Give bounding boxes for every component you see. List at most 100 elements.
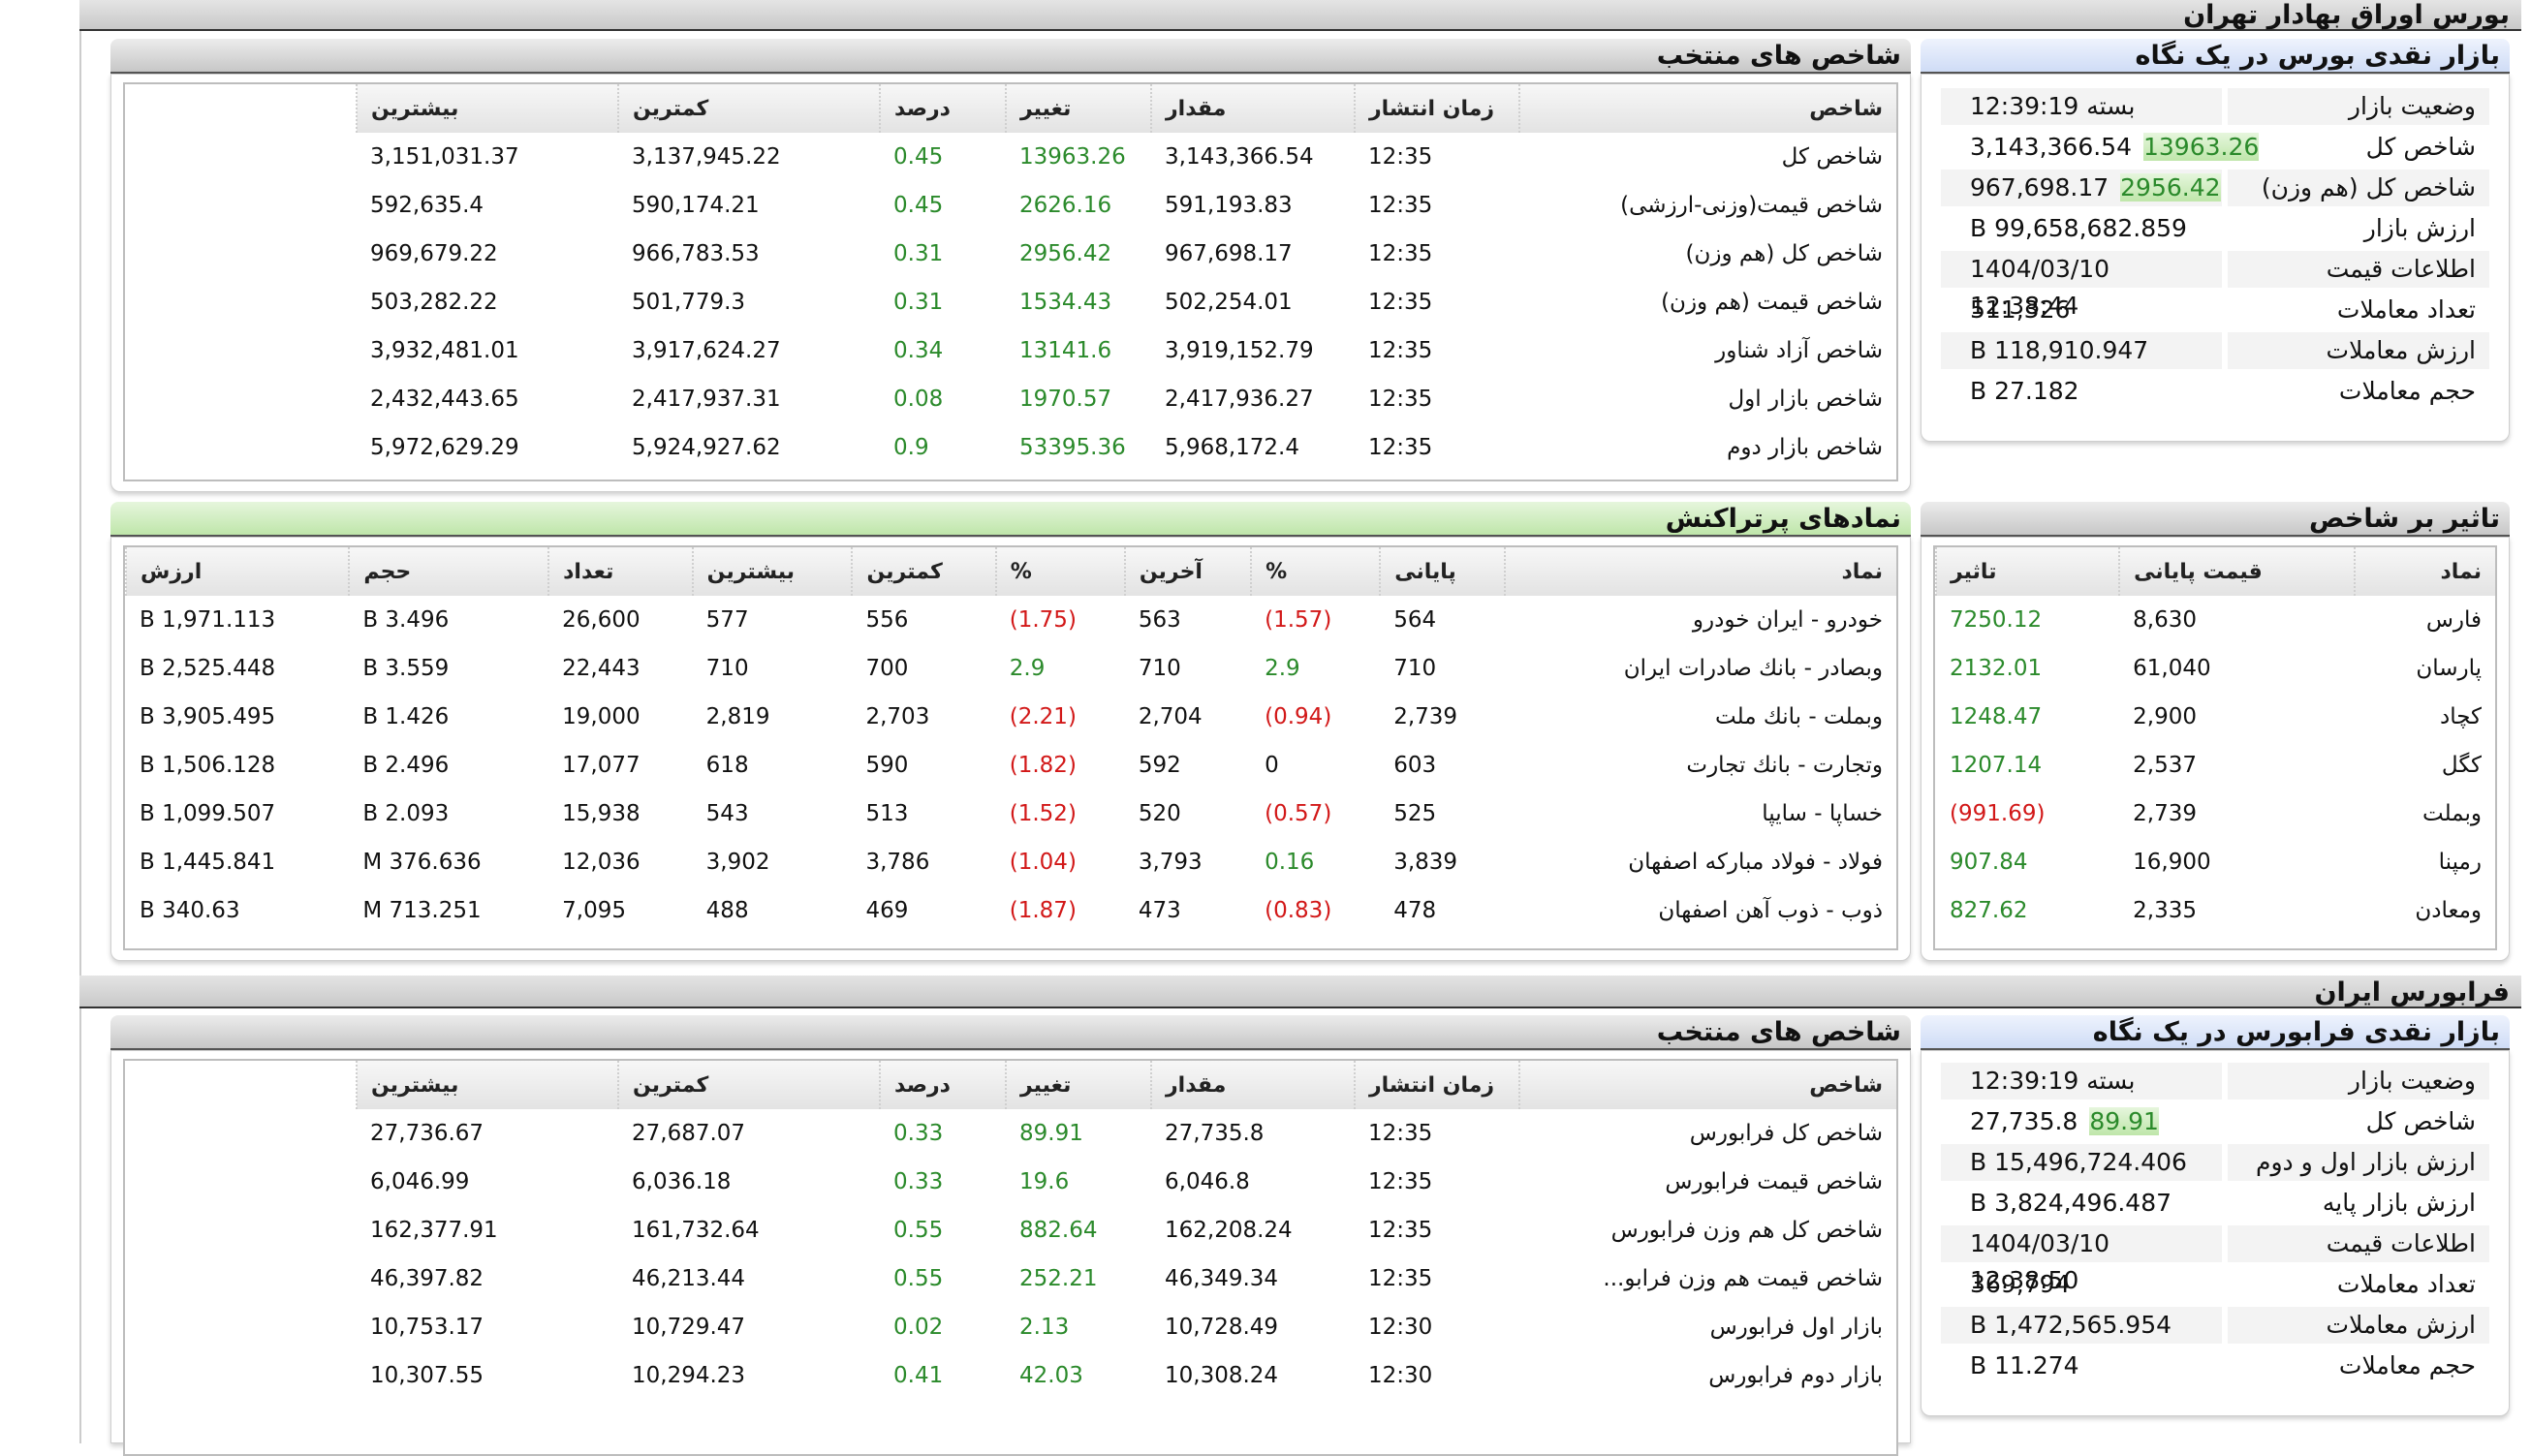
tse-indices-cell: 0.34 <box>893 338 944 363</box>
ifb-indices-header-row: شاخص زمان انتشار مقدار تغییر درصد کمترین بیشتر… <box>125 1061 1896 1109</box>
ifb-indices-col-header[interactable]: درصد <box>879 1061 1006 1109</box>
tse-indices-row[interactable]: شاخص قیمت(وزنی-ارزشی) 12:35 591,193.83 2626… <box>125 181 1896 230</box>
impact-row[interactable]: ومعادن 2,335 827.62 <box>1936 886 2495 935</box>
ifb-indices-row[interactable]: شاخص کل هم وزن فرابورس 12:35 162,208.24 882… <box>125 1206 1896 1255</box>
ifb-indices-cell: شاخص قیمت فرابورس <box>1665 1169 1883 1194</box>
tse-glance-panel: وضعیت بازار بسته 12:39:19 شاخص کل 3,143,366… <box>1921 74 2510 442</box>
ifb-indices-cell: 12:30 <box>1368 1363 1433 1388</box>
impact-row[interactable]: کچاد 2,900 1248.47 <box>1936 693 2495 741</box>
tse-impact-panel: نماد قیمت پایانی تاثیر فارس 8,630 7250.12 پارس… <box>1921 537 2510 961</box>
tse-indices-col-header[interactable]: بیشترین <box>356 84 618 133</box>
tse-glance-label: اطلاعات قیمت <box>2228 251 2489 288</box>
tse-indices-cell: 12:35 <box>1368 435 1433 460</box>
impact-row[interactable]: کگل 2,537 1207.14 <box>1936 741 2495 790</box>
tse-indices-col-header[interactable]: زمان انتشار <box>1354 84 1519 133</box>
tse-active-title: نمادهای پرتراکنش <box>110 502 1911 537</box>
tse-indices-cell: 0.45 <box>893 193 944 218</box>
active-cell: 0.16 <box>1265 850 1315 875</box>
active-cell: 1.426 B <box>362 704 450 729</box>
ifb-indices-cell-spacer <box>125 1303 357 1351</box>
tse-indices-cell-spacer <box>125 423 357 472</box>
active-col-header[interactable]: پایانی <box>1379 547 1505 596</box>
ifb-indices-row[interactable]: بازار اول فرابورس 12:30 10,728.49 2.13 0.02 1… <box>125 1303 1896 1351</box>
tse-indices-cell: 966,783.53 <box>632 241 760 266</box>
ifb-indices-cell: 161,732.64 <box>632 1218 760 1243</box>
active-cell: 469 <box>865 898 909 923</box>
active-col-header[interactable]: حجم <box>348 547 549 596</box>
ifb-indices-table: شاخص زمان انتشار مقدار تغییر درصد کمترین بیشتر… <box>125 1061 1896 1400</box>
ifb-glance-row: اطلاعات قیمت 1404/03/10 12:38:50 <box>1941 1224 2489 1294</box>
active-col-header[interactable]: آخرین <box>1123 547 1252 596</box>
ifb-indices-col-header[interactable]: شاخص <box>1518 1061 1896 1109</box>
tse-indices-col-header[interactable]: مقدار <box>1150 84 1355 133</box>
active-cell: 2,739 <box>1393 704 1458 729</box>
ifb-indices-col-header[interactable]: کمترین <box>617 1061 880 1109</box>
tse-indices-cell: 1534.43 <box>1019 290 1112 315</box>
tse-indices-row[interactable]: شاخص بازار دوم 12:35 5,968,172.4 53395.36 0.… <box>125 423 1896 472</box>
impact-col-header[interactable]: نماد <box>2354 547 2495 596</box>
tse-indices-row[interactable]: شاخص کل (هم وزن) 12:35 967,698.17 2956.42 0.… <box>125 230 1896 278</box>
tse-indices-row[interactable]: شاخص آزاد شناور 12:35 3,919,152.79 13141.6 0… <box>125 326 1896 375</box>
impact-cell: 2,537 <box>2133 753 2198 778</box>
tse-indices-cell-spacer <box>125 326 357 375</box>
impact-row[interactable]: پارسان 61,040 2132.01 <box>1936 644 2495 693</box>
tse-impact-table: نماد قیمت پایانی تاثیر فارس 8,630 7250.12 پارس… <box>1934 547 2495 935</box>
impact-row[interactable]: فارس 8,630 7250.12 <box>1936 596 2495 644</box>
impact-col-header[interactable]: تاثیر <box>1934 547 2120 596</box>
tse-indices-col-header[interactable]: شاخص <box>1518 84 1896 133</box>
tse-indices-cell-spacer <box>125 133 357 181</box>
active-row[interactable]: ذوب - ذوب آهن اصفهان 478 (0.83) 473 (1.87) 46… <box>126 886 1896 935</box>
tse-indices-cell: 2956.42 <box>1019 241 1112 266</box>
ifb-glance-label: شاخص کل <box>2365 1107 2476 1135</box>
ifb-indices-col-header[interactable]: بیشترین <box>356 1061 618 1109</box>
tse-indices-row[interactable]: شاخص بازار اول 12:35 2,417,936.27 1970.57 0.… <box>125 375 1896 423</box>
impact-row[interactable]: رمپنا 16,900 907.84 <box>1936 838 2495 886</box>
tse-glance-row: ارزش بازار 99,658,682.859 B <box>1941 208 2489 249</box>
ifb-indices-col-header[interactable]: زمان انتشار <box>1354 1061 1519 1109</box>
tse-indices-col-header[interactable]: تغییر <box>1005 84 1151 133</box>
ifb-indices-row[interactable]: شاخص قیمت هم وزن فرابو... 12:35 46,349.34 2… <box>125 1255 1896 1303</box>
ifb-glance-value: 1404/03/10 12:38:50 <box>1941 1225 2222 1294</box>
active-row[interactable]: خساپا - سايپا 525 (0.57) 520 (1.52) 513 543 15,… <box>126 790 1896 838</box>
active-cell: 473 <box>1138 898 1181 923</box>
impact-cell: رمپنا <box>2438 850 2482 875</box>
tse-indices-row[interactable]: شاخص قیمت (هم وزن) 12:35 502,254.01 1534.43… <box>125 278 1896 326</box>
active-col-header[interactable]: ارزش <box>124 547 350 596</box>
tse-indices-col-header[interactable]: کمترین <box>617 84 880 133</box>
tse-indices-cell: 3,919,152.79 <box>1165 338 1314 363</box>
ifb-glance-label: ارزش بازار پایه <box>2322 1189 2476 1217</box>
ifb-indices-col-header[interactable]: مقدار <box>1150 1061 1355 1109</box>
ifb-indices-row[interactable]: شاخص کل فرابورس 12:35 27,735.8 89.91 0.33 27,… <box>125 1109 1896 1158</box>
ifb-indices-row[interactable]: شاخص قیمت فرابورس 12:35 6,046.8 19.6 0.33 6,0… <box>125 1158 1896 1206</box>
active-cell: (1.04) <box>1009 850 1077 875</box>
active-cell: فولاد - فولاد مباركه اصفهان <box>1628 850 1883 875</box>
active-col-header[interactable]: تعداد <box>547 547 693 596</box>
tse-indices-cell: 3,932,481.01 <box>370 338 519 363</box>
impact-cell: (991.69) <box>1950 801 2046 826</box>
ifb-indices-row[interactable]: بازار دوم فرابورس 12:30 10,308.24 42.03 0.41… <box>125 1351 1896 1400</box>
active-row[interactable]: وبصادر - بانك صادرات ايران 710 2.9 710 2.9 70… <box>126 644 1896 693</box>
tse-indices-row[interactable]: شاخص کل 12:35 3,143,366.54 13963.26 0.45 3,13… <box>125 133 1896 181</box>
tse-glance-value: بسته 12:39:19 <box>1941 88 2222 125</box>
active-col-header[interactable]: بیشترین <box>691 547 853 596</box>
ifb-glance-change: 89.91 <box>2089 1107 2159 1135</box>
active-row[interactable]: خودرو - ایران خودرو 564 (1.57) 563 (1.75) 556… <box>126 596 1896 644</box>
ifb-indices-cell: 27,735.8 <box>1165 1121 1265 1146</box>
active-col-header[interactable]: % <box>1250 547 1381 596</box>
ifb-indices-cell: 12:35 <box>1368 1169 1433 1194</box>
tse-indices-col-header[interactable]: درصد <box>879 84 1006 133</box>
impact-row[interactable]: وبملت 2,739 (991.69) <box>1936 790 2495 838</box>
tse-indices-cell-spacer <box>125 375 357 423</box>
active-row[interactable]: فولاد - فولاد مباركه اصفهان 3,839 0.16 3,79… <box>126 838 1896 886</box>
active-col-header[interactable]: کمترین <box>851 547 996 596</box>
impact-col-header[interactable]: قیمت پایانی <box>2118 547 2356 596</box>
active-row[interactable]: وبملت - بانك ملت 2,739 (0.94) 2,704 (2.21) 2,… <box>126 693 1896 741</box>
active-cell: 710 <box>705 656 749 681</box>
impact-cell: 1248.47 <box>1950 704 2043 729</box>
active-col-header[interactable]: نماد <box>1503 547 1896 596</box>
active-row[interactable]: وتجارت - بانك تجارت 603 0 592 (1.82) 590 618 17… <box>126 741 1896 790</box>
ifb-indices-col-header[interactable]: تغییر <box>1005 1061 1151 1109</box>
tse-indices-cell: 0.45 <box>893 144 944 170</box>
active-col-header[interactable]: % <box>994 547 1125 596</box>
active-cell: 3,905.495 B <box>140 704 276 729</box>
